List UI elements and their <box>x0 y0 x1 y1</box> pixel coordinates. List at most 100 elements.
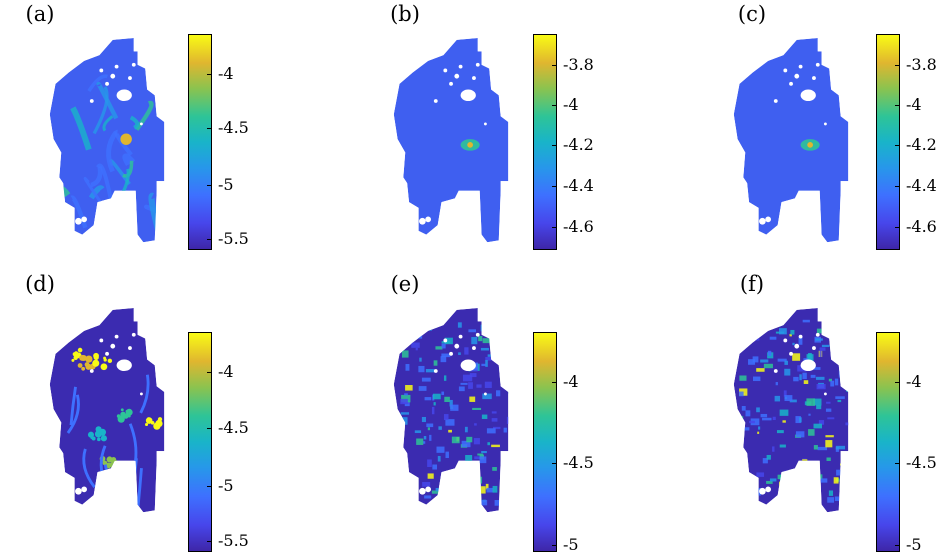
hotspot <box>155 419 163 428</box>
noise-patch <box>427 427 431 431</box>
noise-patch <box>783 390 787 397</box>
hotspot <box>107 358 113 364</box>
noise-patch <box>753 490 757 495</box>
noise-patch <box>820 478 828 483</box>
noise-patch <box>418 386 427 391</box>
colorbar-tick-label: -4 <box>218 63 234 83</box>
field-streak <box>136 467 143 507</box>
colorbar-tick-mark <box>552 65 556 67</box>
noise-patch <box>802 319 810 323</box>
noise-patch <box>825 408 832 412</box>
hotspot <box>77 363 83 368</box>
mounting-hole <box>773 369 778 373</box>
noise-patch <box>845 482 849 486</box>
mounting-hole <box>473 468 478 473</box>
noise-patch <box>423 435 427 440</box>
colorbar-tick-label: -4.4 <box>563 175 594 195</box>
noise-patch <box>427 459 432 467</box>
noise-patch <box>812 490 822 496</box>
part-heatmap <box>393 38 509 243</box>
noise-patch <box>784 470 787 476</box>
colorbar <box>533 332 557 552</box>
noise-patch <box>468 329 477 333</box>
colorbar-tick-label: -3.8 <box>906 55 937 75</box>
field-streak <box>135 100 154 131</box>
hotspot <box>145 417 153 424</box>
mounting-hole <box>433 99 438 103</box>
hotspot <box>120 133 132 145</box>
part-body <box>49 308 165 513</box>
colorbar <box>533 34 557 250</box>
noise-patch <box>793 376 799 382</box>
field-streak <box>82 448 96 489</box>
noise-patch <box>799 417 802 423</box>
field-streak <box>88 185 105 200</box>
noise-patch <box>756 368 765 372</box>
noise-patch <box>485 483 489 490</box>
colorbar-tick-label: -4 <box>906 94 922 114</box>
noise-patch <box>787 470 794 477</box>
noise-patch <box>433 360 438 366</box>
noise-patch <box>741 405 746 411</box>
noise-patch <box>808 353 812 360</box>
mounting-hole <box>433 369 438 373</box>
noise-patch <box>469 367 478 372</box>
noise-patch <box>781 483 789 490</box>
colorbar-tick-mark <box>207 372 211 374</box>
hotspot <box>106 456 113 463</box>
noise-patch <box>778 328 787 335</box>
noise-patch <box>750 418 760 426</box>
noise-patch <box>443 375 447 381</box>
noise-patch <box>485 360 488 367</box>
noise-patch <box>758 426 761 430</box>
noise-patch <box>419 357 422 362</box>
noise-patch <box>450 404 459 411</box>
noise-patch <box>401 394 411 403</box>
noise-patch <box>494 500 500 506</box>
noise-patch <box>800 482 806 488</box>
noise-patch <box>837 341 845 345</box>
colorbar-tick-label: -4.4 <box>906 175 937 195</box>
noise-patch <box>795 416 801 424</box>
noise-patch <box>745 332 754 338</box>
noise-patch <box>834 496 840 501</box>
noise-patch <box>460 382 468 385</box>
noise-patch <box>438 426 442 430</box>
mounting-hole <box>765 216 771 223</box>
noise-patch <box>813 367 821 370</box>
colorbar-tick-label: -5 <box>906 534 922 554</box>
hotspot <box>72 352 77 356</box>
mounting-hole <box>110 73 116 79</box>
mounting-hole <box>419 217 426 225</box>
noise-patch <box>834 378 839 386</box>
mounting-hole <box>460 89 476 101</box>
colorbar-tick-mark <box>207 427 211 429</box>
noise-patch <box>474 423 477 426</box>
mounting-hole <box>105 81 109 86</box>
noise-patch <box>810 476 820 484</box>
panel-label: (a) <box>25 2 55 26</box>
noise-patch <box>813 398 822 406</box>
noise-patch <box>795 431 805 438</box>
mounting-hole <box>473 198 478 203</box>
noise-patch <box>462 374 473 382</box>
noise-patch <box>825 435 834 438</box>
colorbar-tick-label: -5.5 <box>218 229 249 249</box>
noise-patch <box>435 346 443 350</box>
noise-patch <box>493 426 501 430</box>
noise-patch <box>836 469 844 476</box>
noise-patch <box>421 377 431 382</box>
mounting-hole <box>454 343 460 349</box>
colorbar-tick-mark <box>552 226 556 228</box>
colorbar-tick-label: -4.5 <box>218 417 249 437</box>
hotspot <box>87 431 95 438</box>
mounting-hole <box>128 346 132 350</box>
field-streak <box>102 115 114 132</box>
mounting-hole <box>798 334 803 339</box>
hotspot <box>96 437 101 442</box>
noise-patch <box>827 417 835 420</box>
mounting-hole <box>129 198 134 203</box>
field-streak <box>90 166 103 188</box>
